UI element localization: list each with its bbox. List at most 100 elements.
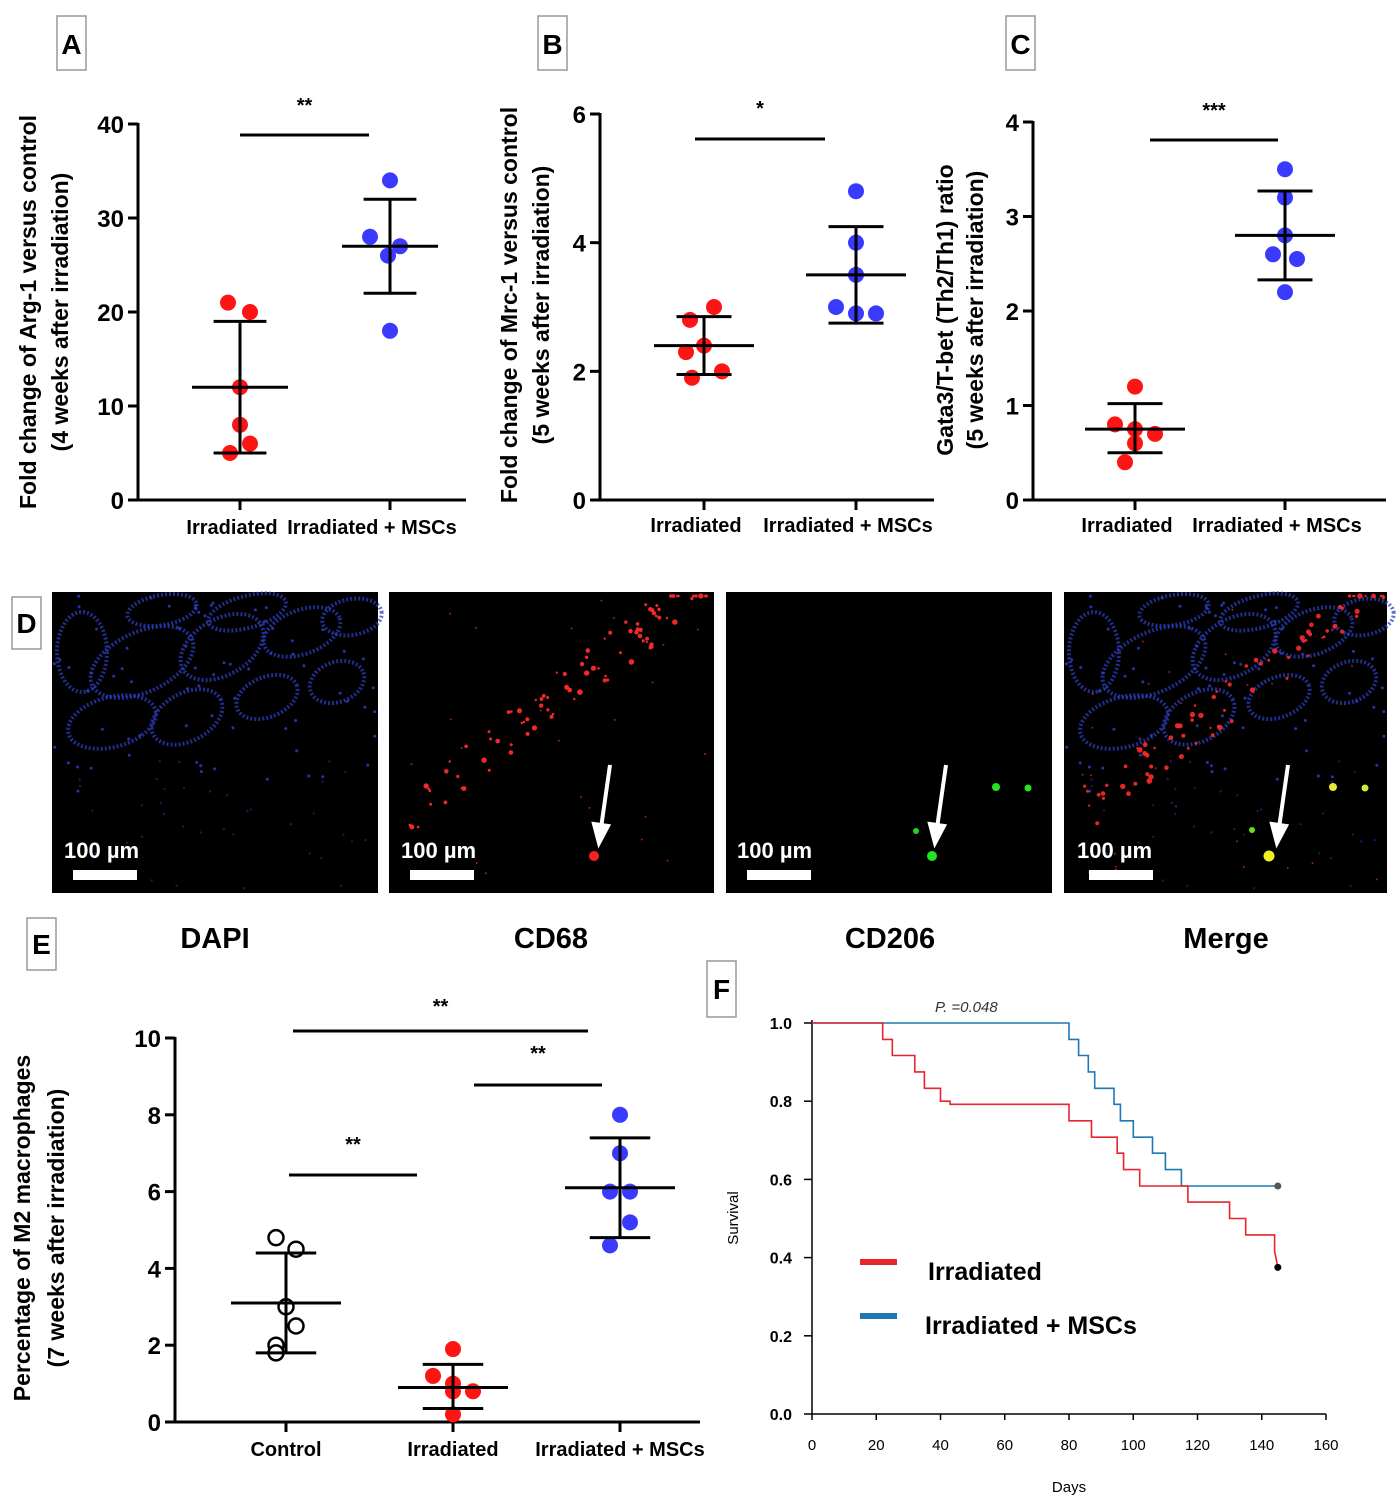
cd68-signal-dot [1100, 791, 1106, 796]
cd68-signal-dot [1322, 635, 1326, 639]
cd68-signal-dot [1316, 613, 1321, 619]
cd68-signal-dot [1210, 733, 1215, 738]
merge-tissue [1064, 591, 1396, 890]
cd68-signal-dot [1168, 735, 1174, 740]
cd68-signal-dot [651, 681, 654, 684]
nucleus [320, 857, 323, 860]
cd68-signal-dot [619, 651, 622, 655]
gland-outline [307, 658, 367, 706]
cd68-signal-dot [694, 594, 698, 598]
scale-bar-cd206 [747, 870, 811, 880]
y-tick-label: 0 [111, 488, 124, 515]
nucleus [95, 627, 98, 631]
legend-label-mscs: Irradiated + MSCs [925, 1312, 1137, 1340]
cd68-signal-dot [1096, 792, 1101, 797]
nucleus [1205, 606, 1208, 610]
nucleus [1353, 770, 1357, 773]
nucleus [249, 808, 253, 811]
cd68-signal-dot [481, 757, 487, 763]
cd68-signal-dot [1177, 723, 1183, 729]
nucleus [1372, 705, 1376, 709]
nucleus [1152, 804, 1155, 807]
arrow-cd206-head [927, 821, 948, 849]
y-tick-label: 2 [573, 359, 586, 386]
cd68-signal-dot [635, 627, 640, 632]
cd68-signal-dot [690, 597, 694, 601]
y-tick-label: 10 [97, 394, 124, 421]
cd68-signal-dot [613, 718, 616, 721]
nucleus [1312, 664, 1316, 668]
nucleus [197, 610, 201, 614]
cd68-signal-dot [1141, 640, 1144, 643]
nucleus [1351, 833, 1355, 836]
y-tick-label: 6 [573, 102, 586, 129]
cd68-signal-dot [525, 731, 530, 736]
nucleus [163, 812, 166, 816]
nucleus [233, 696, 237, 700]
nucleus [1330, 775, 1334, 779]
y-tick-label: 0 [573, 488, 586, 515]
gland-outline [1078, 693, 1170, 751]
nucleus [184, 644, 188, 648]
cd68-signal-dot [1114, 865, 1117, 868]
cd68-signal-dot [1168, 671, 1171, 673]
cd68-signal-dot [624, 620, 628, 624]
gland-outline [178, 611, 266, 683]
y-tick-label: 10 [134, 1026, 161, 1053]
panel-c-letter: C [1010, 29, 1030, 60]
merge-cell [1249, 827, 1255, 833]
cd68-signal-dot [1364, 594, 1367, 598]
nucleus [1138, 737, 1142, 741]
scale-bar-cd68 [410, 870, 474, 880]
data-point [1117, 454, 1133, 471]
data-point [267, 1228, 285, 1247]
cd68-signal-dot [1086, 789, 1089, 793]
nucleus [130, 680, 133, 684]
x-tick-label: 100 [1121, 1437, 1146, 1454]
nucleus [1089, 605, 1093, 609]
data-point [1277, 161, 1293, 178]
nucleus [263, 619, 267, 623]
significance-label: * [756, 98, 764, 120]
nucleus [67, 666, 71, 669]
nucleus [246, 809, 249, 813]
gland-outline [1161, 687, 1237, 747]
nucleus [1188, 626, 1192, 630]
cd68-signal-dot [1189, 711, 1196, 718]
scale-label-cd206: 100 µm [737, 838, 812, 863]
cd68-signal-dot [579, 661, 585, 667]
x-tick-label: Irradiated [407, 1439, 498, 1461]
nucleus [1064, 662, 1068, 666]
microscopy-panels: 100 µm 100 µm 100 µm 100 µm DAPI CD68 CD… [52, 591, 1396, 955]
nucleus [213, 767, 217, 771]
nucleus [1139, 753, 1142, 757]
nucleus [1090, 778, 1093, 781]
chart-f: 0.0 0.2 0.4 0.6 0.8 1.0 0 20 40 60 80 100 120 140 160 D… [725, 999, 1339, 1496]
nucleus [209, 603, 213, 607]
cd206-cell [927, 851, 937, 861]
nucleus [1219, 790, 1222, 793]
nucleus [1210, 770, 1214, 774]
nucleus [1337, 760, 1341, 763]
nucleus [1355, 699, 1359, 703]
y-tick-label: 4 [148, 1256, 162, 1283]
cd68-signal-dot [475, 862, 478, 864]
data-point [242, 304, 258, 320]
y-tick-label: 6 [148, 1180, 161, 1207]
data-point [602, 1237, 618, 1254]
cd68-signal-dot [564, 684, 570, 690]
gland-outline [320, 596, 384, 638]
cd68-signal-dot [657, 607, 661, 612]
nucleus [178, 760, 181, 764]
cd68-signal-dot [600, 599, 603, 602]
cd68-signal-dot [641, 639, 645, 643]
scale-bar-merge [1089, 870, 1153, 880]
channel-label-cd68: CD68 [514, 923, 588, 955]
nucleus [1232, 661, 1236, 665]
panel-d-letter: D [16, 608, 36, 639]
nucleus [175, 884, 178, 887]
gland-outline [88, 624, 196, 700]
nucleus [210, 714, 214, 718]
cd68-signal-dot [1180, 702, 1183, 704]
data-point [706, 299, 722, 315]
